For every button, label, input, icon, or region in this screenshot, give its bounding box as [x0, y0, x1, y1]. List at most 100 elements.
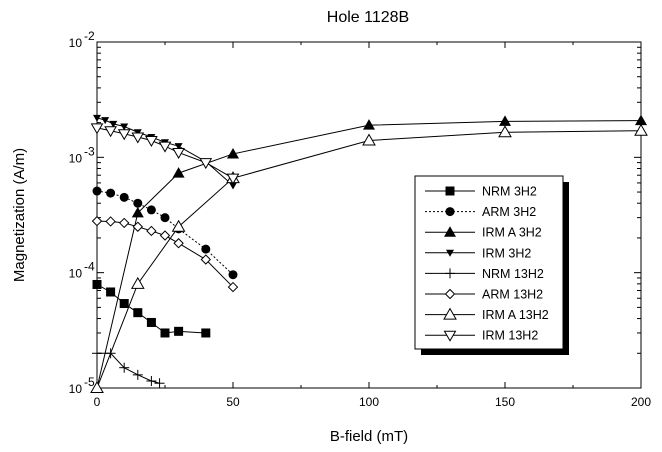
data-point: [227, 147, 239, 159]
legend-label: IRM A 3H2: [482, 226, 542, 240]
series-0: [92, 279, 211, 338]
y-tick-label-exponent: -2: [84, 29, 95, 43]
data-point: [362, 133, 376, 146]
legend-item: IRM 3H2: [425, 246, 531, 260]
series-4: [92, 348, 165, 389]
legend-marker: [444, 288, 456, 300]
x-tick-label: 200: [631, 395, 651, 409]
legend-marker: [446, 249, 454, 257]
data-point: [92, 348, 102, 359]
data-point: [92, 186, 102, 196]
data-point: [634, 123, 648, 136]
data-point: [158, 141, 172, 153]
data-point: [106, 188, 116, 198]
data-point: [499, 115, 511, 126]
legend-item: NRM 13H2: [425, 267, 544, 281]
y-axis-title: Magnetization (A/m): [11, 148, 28, 282]
data-point: [201, 244, 211, 254]
y-tick-label-base: 10: [69, 36, 83, 50]
data-point: [119, 362, 130, 373]
x-tick-label: 100: [359, 395, 379, 409]
x-tick-label: 150: [495, 395, 515, 409]
legend-marker: [444, 226, 456, 237]
data-point: [229, 182, 237, 190]
data-point: [498, 125, 512, 138]
data-point: [106, 287, 116, 297]
data-point: [90, 123, 104, 135]
data-point: [101, 117, 110, 125]
data-point: [160, 328, 170, 338]
x-tick-label: 0: [94, 395, 101, 409]
data-point: [119, 192, 129, 202]
chart-title: Hole 1128B: [327, 9, 409, 26]
y-tick-label-base: 10: [69, 382, 83, 396]
data-point: [172, 148, 185, 160]
series-layer: [90, 114, 648, 393]
y-axis: 10-510-410-310-2: [69, 29, 641, 396]
series-line: [96, 117, 234, 186]
data-point: [159, 230, 171, 241]
legend-marker: [445, 207, 455, 217]
x-axis: 0 50 100 150 200: [94, 42, 651, 409]
data-point: [146, 205, 156, 215]
data-point: [92, 279, 102, 289]
data-point: [132, 369, 143, 380]
legend-marker: [445, 268, 455, 279]
data-point: [635, 114, 647, 126]
data-point: [226, 173, 240, 185]
legend-label: IRM 3H2: [482, 246, 531, 260]
legend-item: IRM 13H2: [425, 329, 538, 343]
data-point: [117, 129, 131, 141]
data-point: [146, 225, 157, 237]
data-point: [93, 114, 101, 122]
x-axis-title: B-field (mT): [330, 428, 408, 445]
y-tick-label-exponent: -5: [84, 375, 95, 389]
data-point: [363, 119, 375, 130]
x-tick-label: 50: [226, 395, 240, 409]
legend-label: IRM 13H2: [482, 329, 538, 343]
y-tick-label-exponent: -3: [84, 144, 95, 158]
data-point: [90, 380, 104, 393]
data-point: [154, 378, 165, 389]
legend-item: IRM A 3H2: [425, 226, 542, 240]
data-point: [105, 216, 116, 227]
y-tick-label-base: 10: [69, 267, 83, 281]
data-point: [133, 308, 143, 318]
legend-item: ARM 3H2: [425, 205, 536, 219]
legend-marker: [443, 330, 457, 342]
data-point: [131, 132, 145, 144]
data-point: [201, 328, 211, 338]
data-point: [132, 221, 144, 232]
data-point: [109, 120, 118, 128]
y-tick-label-base: 10: [69, 151, 83, 165]
legend-label: IRM A 13H2: [482, 308, 549, 322]
data-point: [120, 123, 129, 131]
legend-item: IRM A 13H2: [425, 307, 549, 322]
data-point: [146, 375, 157, 386]
data-point: [227, 281, 239, 293]
data-point: [133, 198, 143, 208]
data-point: [131, 206, 144, 218]
series-line: [97, 352, 160, 384]
series-5: [91, 215, 239, 293]
series-line: [96, 127, 234, 179]
data-point: [173, 238, 184, 249]
data-point: [91, 215, 103, 227]
data-point: [174, 143, 183, 151]
series-1: [92, 186, 238, 280]
legend-marker: [443, 307, 457, 320]
legend: NRM 3H2 ARM 3H2 IRM A 3H2 IRM 3H2 NRM 13H2 AR…: [414, 175, 569, 355]
legend-label: ARM 3H2: [482, 205, 536, 219]
legend-box: [414, 175, 564, 350]
data-point: [174, 326, 184, 336]
data-point: [171, 219, 186, 232]
data-point: [199, 158, 213, 170]
data-point: [104, 126, 117, 138]
series-7: [90, 123, 240, 185]
data-point: [145, 135, 158, 147]
data-point: [130, 276, 145, 289]
data-point: [172, 167, 185, 178]
data-point: [118, 217, 130, 229]
legend-label: ARM 13H2: [482, 288, 543, 302]
